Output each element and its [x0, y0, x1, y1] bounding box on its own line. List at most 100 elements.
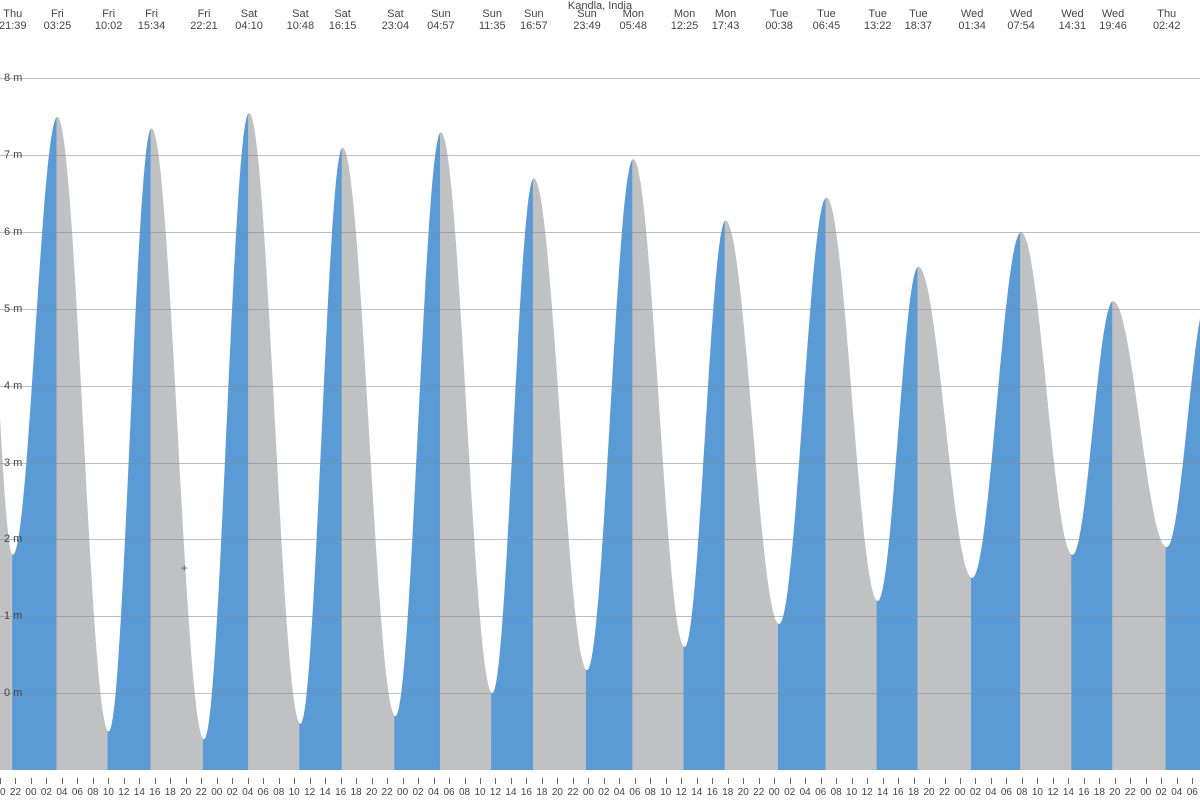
gridline — [0, 693, 1200, 694]
x-tick — [867, 778, 868, 784]
y-tick-label: 8 m — [4, 72, 22, 84]
x-tick-label: 18 — [536, 787, 547, 798]
x-tick-label: 14 — [320, 787, 331, 798]
x-tick — [1161, 778, 1162, 784]
rising-tide-area — [971, 232, 1021, 770]
x-tick-label: 10 — [1032, 787, 1043, 798]
x-tick — [108, 778, 109, 784]
extrema-label: Tue06:45 — [813, 8, 841, 32]
extrema-label: Wed07:54 — [1007, 8, 1035, 32]
rising-tide-area — [586, 159, 633, 770]
extrema-label: Tue00:38 — [765, 8, 793, 32]
x-tick-label: 22 — [196, 787, 207, 798]
x-tick-label: 06 — [1187, 787, 1198, 798]
x-tick — [898, 778, 899, 784]
x-tick — [186, 778, 187, 784]
extrema-label: Fri03:25 — [44, 8, 72, 32]
x-tick — [0, 778, 1, 784]
x-tick-label: 06 — [815, 787, 826, 798]
y-tick-label: 2 m — [4, 533, 22, 545]
x-tick-label: 14 — [505, 787, 516, 798]
x-tick — [124, 778, 125, 784]
x-tick — [650, 778, 651, 784]
x-tick-label: 18 — [1094, 787, 1105, 798]
x-tick — [790, 778, 791, 784]
x-tick-label: 16 — [893, 787, 904, 798]
x-tick-label: 14 — [691, 787, 702, 798]
x-tick — [852, 778, 853, 784]
x-tick — [1068, 778, 1069, 784]
x-tick — [914, 778, 915, 784]
extrema-label: Sun04:57 — [427, 8, 455, 32]
x-tick-label: 12 — [862, 787, 873, 798]
y-tick-label: 5 m — [4, 303, 22, 315]
x-tick-label: 14 — [1063, 787, 1074, 798]
extrema-label: Sun16:57 — [520, 8, 548, 32]
x-tick — [836, 778, 837, 784]
gridline — [0, 232, 1200, 233]
extrema-label: Wed14:31 — [1059, 8, 1087, 32]
x-tick — [263, 778, 264, 784]
falling-tide-area — [725, 221, 779, 770]
falling-tide-area — [825, 198, 877, 771]
gridline — [0, 386, 1200, 387]
x-tick — [77, 778, 78, 784]
x-tick-label: 20 — [0, 787, 6, 798]
x-tick — [372, 778, 373, 784]
gridline — [0, 309, 1200, 310]
x-tick — [201, 778, 202, 784]
extrema-labels-row: Thu21:39Fri03:25Fri10:02Fri15:34Fri22:21… — [0, 8, 1200, 38]
x-tick — [666, 778, 667, 784]
y-tick-label: 1 m — [4, 610, 22, 622]
x-tick — [975, 778, 976, 784]
x-tick-label: 22 — [753, 787, 764, 798]
extrema-label: Wed19:46 — [1099, 8, 1127, 32]
x-tick — [418, 778, 419, 784]
extrema-label: Fri10:02 — [95, 8, 123, 32]
x-tick-label: 10 — [474, 787, 485, 798]
x-tick — [588, 778, 589, 784]
x-tick — [1099, 778, 1100, 784]
x-tick — [1130, 778, 1131, 784]
x-tick — [232, 778, 233, 784]
x-tick-label: 22 — [939, 787, 950, 798]
x-tick-label: 22 — [10, 787, 21, 798]
x-tick-label: 04 — [800, 787, 811, 798]
plot-area[interactable]: 0 m1 m2 m3 m4 m5 m6 m7 m8 m + — [0, 40, 1200, 770]
x-tick-label: 16 — [707, 787, 718, 798]
rising-tide-area — [1166, 297, 1200, 770]
extrema-label: Sat23:04 — [382, 8, 410, 32]
x-tick-label: 02 — [41, 787, 52, 798]
x-tick-label: 06 — [72, 787, 83, 798]
gridline — [0, 616, 1200, 617]
x-tick-label: 22 — [382, 787, 393, 798]
x-tick-label: 08 — [87, 787, 98, 798]
x-tick — [743, 778, 744, 784]
x-tick-label: 04 — [56, 787, 67, 798]
x-tick — [960, 778, 961, 784]
x-tick — [139, 778, 140, 784]
x-tick — [542, 778, 543, 784]
x-tick-label: 20 — [552, 787, 563, 798]
x-tick-label: 18 — [908, 787, 919, 798]
y-tick-label: 0 m — [4, 687, 22, 699]
gridline — [0, 155, 1200, 156]
y-tick-label: 6 m — [4, 226, 22, 238]
x-tick — [15, 778, 16, 784]
x-tick-label: 06 — [258, 787, 269, 798]
x-tick-label: 22 — [567, 787, 578, 798]
x-tick — [403, 778, 404, 784]
x-tick-label: 20 — [366, 787, 377, 798]
x-tick-label: 00 — [25, 787, 36, 798]
rising-tide-area — [203, 113, 249, 770]
x-tick — [697, 778, 698, 784]
x-tick — [279, 778, 280, 784]
falling-tide-area — [1020, 232, 1072, 770]
x-tick-label: 02 — [227, 787, 238, 798]
extrema-label: Sat16:15 — [329, 8, 357, 32]
x-tick — [1192, 778, 1193, 784]
x-tick-label: 00 — [211, 787, 222, 798]
x-tick-label: 20 — [1109, 787, 1120, 798]
x-tick-label: 20 — [923, 787, 934, 798]
cursor-cross-icon: + — [181, 561, 191, 571]
